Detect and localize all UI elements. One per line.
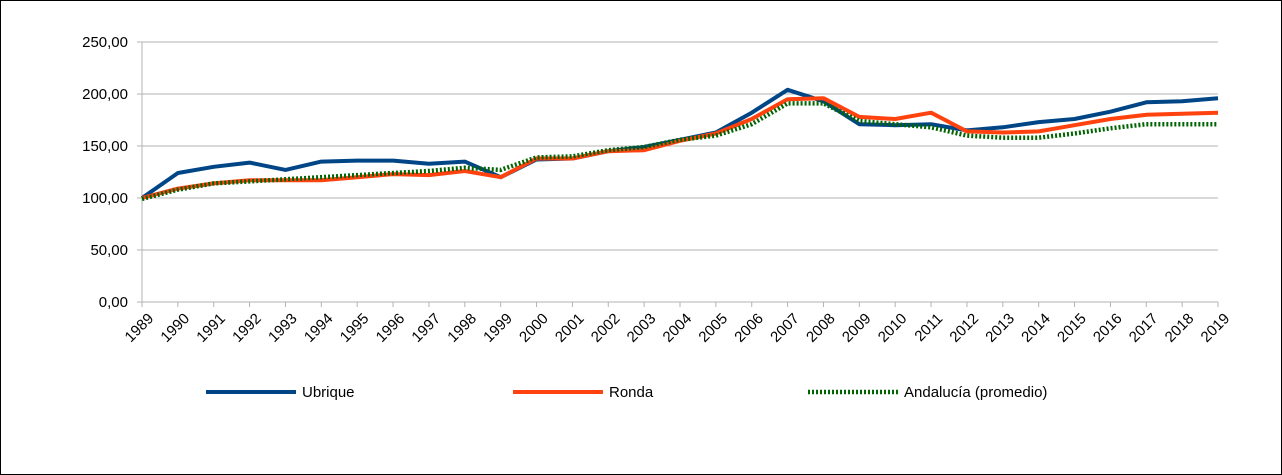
x-tick-label: 1993	[265, 310, 301, 346]
x-tick-label: 2014	[1018, 310, 1054, 346]
x-tick-label: 1991	[193, 310, 229, 346]
x-tick-label: 2012	[946, 310, 982, 346]
x-tick-label: 2005	[695, 310, 731, 346]
y-tick-label: 50,00	[90, 242, 128, 259]
x-tick-label: 1996	[373, 310, 409, 346]
x-tick-label: 2016	[1090, 310, 1126, 346]
x-tick-label: 2008	[803, 310, 839, 346]
x-tick-label: 1998	[444, 310, 480, 346]
series-lines	[140, 87, 1219, 202]
y-tick-label: 250,00	[82, 34, 128, 51]
legend: Ubrique Ronda Andalucía (promedio)	[206, 384, 1047, 401]
y-tick-label: 100,00	[82, 190, 128, 207]
axes	[137, 41, 1219, 307]
x-tick-label: 1999	[480, 310, 516, 346]
series-line-3	[141, 101, 1218, 202]
x-axis-tick-labels: 1989 1990 1991 1992 1993 1994 1995 1996 1997 1998…	[122, 310, 1234, 346]
x-tick-label: 2015	[1054, 310, 1090, 346]
legend-label-1: Ubrique	[302, 384, 355, 401]
x-tick-label: 2017	[1126, 310, 1162, 346]
x-tick-label: 2002	[588, 310, 624, 346]
gridlines	[142, 41, 1218, 251]
x-tick-label: 2000	[516, 310, 552, 346]
x-tick-label: 2004	[660, 310, 696, 346]
x-tick-label: 2009	[839, 310, 875, 346]
x-tick-label: 2007	[767, 310, 803, 346]
x-tick-label: 2010	[875, 310, 911, 346]
y-tick-label: 0,00	[99, 294, 128, 311]
y-tick-label: 200,00	[82, 86, 128, 103]
x-tick-label: 1995	[337, 310, 373, 346]
y-axis-tick-labels: 0,00 50,00 100,00 150,00 200,00 250,00	[82, 34, 128, 311]
x-tick-label: 1997	[408, 310, 444, 346]
x-tick-label: 1994	[301, 310, 337, 346]
x-tick-label: 2011	[911, 310, 946, 345]
x-tick-label: 2013	[982, 310, 1018, 346]
series-line-2	[141, 96, 1219, 200]
y-tick-label: 150,00	[82, 138, 128, 155]
x-tick-label: 2018	[1162, 310, 1198, 346]
legend-label-2: Ronda	[609, 384, 654, 401]
x-tick-label: 2006	[731, 310, 767, 346]
x-tick-label: 1990	[157, 310, 193, 346]
x-tick-label: 2003	[624, 310, 660, 346]
x-tick-label: 2001	[552, 310, 588, 346]
x-tick-label: 1992	[229, 310, 265, 346]
x-tick-label: 2019	[1198, 310, 1234, 346]
x-tick-label: 1989	[122, 310, 158, 346]
legend-label-3: Andalucía (promedio)	[904, 384, 1047, 401]
